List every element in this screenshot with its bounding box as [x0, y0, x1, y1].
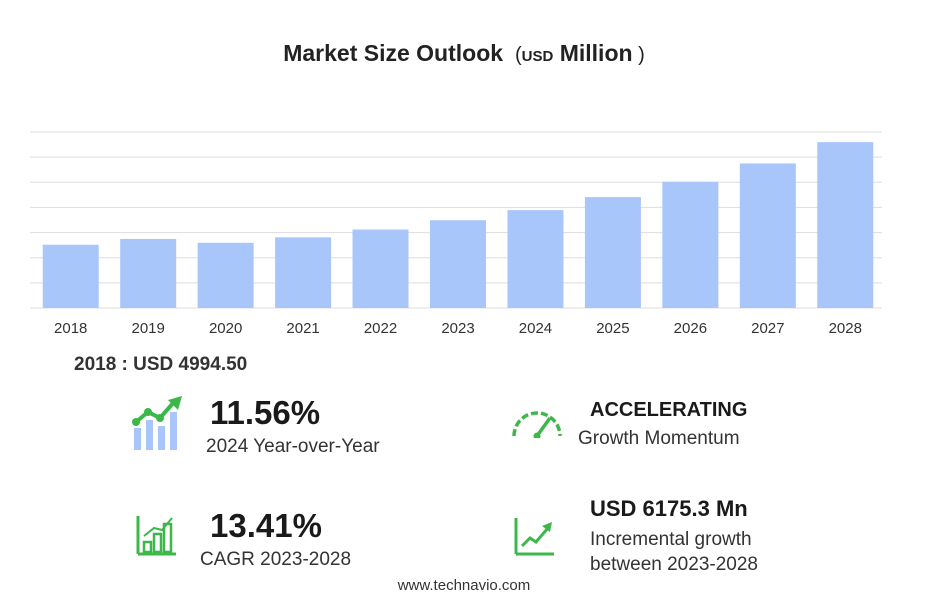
- cagr-label: CAGR 2023-2028: [200, 549, 352, 570]
- line-growth-icon: [514, 518, 554, 556]
- momentum-label: Growth Momentum: [578, 428, 740, 449]
- x-tick-label-2022: 2022: [364, 320, 397, 337]
- bar-2019: [120, 238, 177, 308]
- momentum-head: ACCELERATING: [590, 399, 748, 421]
- cagr-value: 13.41%: [210, 507, 322, 544]
- x-tick-label-2024: 2024: [519, 320, 552, 337]
- chart-bars: [42, 142, 874, 308]
- x-tick-label-2023: 2023: [441, 320, 474, 337]
- incremental-label-2: between 2023-2028: [590, 554, 758, 575]
- incremental-label-1: Incremental growth: [590, 529, 752, 550]
- bar-chart-icon: [136, 516, 176, 556]
- yoy-value: 11.56%: [210, 394, 321, 431]
- yoy-label: 2024 Year-over-Year: [206, 436, 380, 457]
- chart-title-unit: Million: [559, 40, 633, 66]
- bar-2026: [662, 181, 719, 308]
- chart-x-ticks: 2018 2019 2020 2021 2022 2023 2024 2025 2026 2027…: [54, 320, 862, 337]
- bar-2022: [352, 229, 409, 308]
- x-tick-label-2026: 2026: [674, 320, 707, 337]
- bar-2023: [430, 220, 486, 308]
- chart-title-unit-prefix: USD: [521, 48, 554, 65]
- x-tick-label-2020: 2020: [209, 320, 242, 337]
- x-tick-label-2025: 2025: [596, 320, 629, 337]
- x-tick-label-2019: 2019: [131, 320, 164, 337]
- bar-2024: [507, 210, 564, 308]
- x-tick-label-2018: 2018: [54, 320, 87, 337]
- chart-title-text: Market Size Outlook: [283, 40, 504, 66]
- bar-2021: [275, 237, 332, 308]
- bar-2027: [739, 163, 796, 308]
- x-tick-label-2027: 2027: [751, 320, 784, 337]
- x-tick-label-2028: 2028: [829, 320, 862, 337]
- x-tick-label-2021: 2021: [286, 320, 319, 337]
- incremental-head: USD 6175.3 Mn: [590, 496, 748, 521]
- bar-2020: [197, 242, 254, 308]
- bar-2018: [42, 244, 99, 308]
- bar-2028: [817, 142, 874, 308]
- source-footer: www.technavio.com: [397, 577, 531, 594]
- speedometer-icon: [512, 411, 562, 438]
- bar-chart: 2018 2019 2020 2021 2022 2023 2024 2025 2026 2027…: [30, 131, 882, 337]
- chart-title: Market Size Outlook (USD Million ): [283, 40, 645, 66]
- bar-growth-icon: [132, 396, 182, 450]
- bar-2025: [584, 197, 641, 308]
- base-year-value: 2018 : USD 4994.50: [74, 354, 248, 375]
